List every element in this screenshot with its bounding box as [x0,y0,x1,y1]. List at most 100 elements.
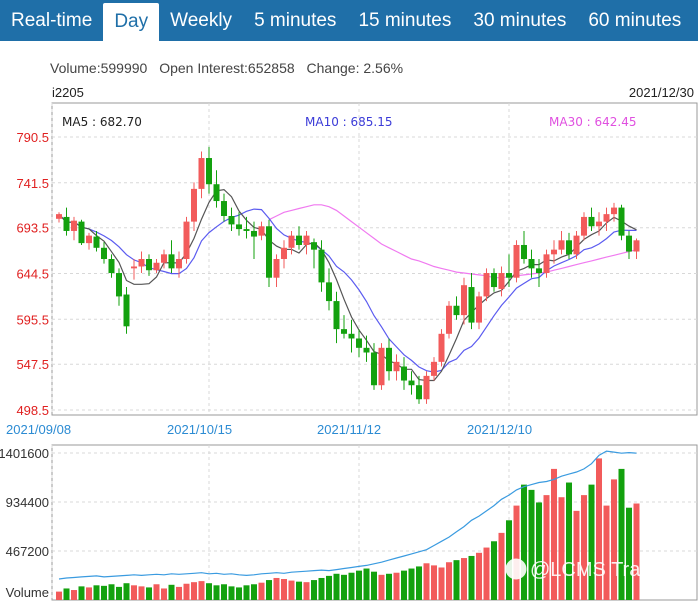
candle-body [378,347,385,386]
tab-60-minutes[interactable]: 60 minutes [588,9,682,31]
open-interest-line [58,450,637,580]
volume-bar [401,570,407,600]
volume-bar [581,495,587,600]
candle-body [348,333,355,339]
stats-bar: Volume:599990 Open Interest:652858 Chang… [50,60,411,76]
candle-body [528,259,535,269]
candle-body [566,240,572,255]
volume-bar [431,565,437,600]
candle-body [108,259,115,274]
candle-body [408,380,415,386]
volume-bar [78,586,85,600]
candle-body [551,249,557,255]
candle-body [633,240,640,252]
volume-bar [506,520,512,600]
candle-body [116,273,122,297]
volume-bar [573,510,580,600]
volume-bar [333,573,340,600]
candle-body [341,329,347,334]
volume-bar [378,574,385,600]
candle-body [491,273,497,288]
volume-bar [63,588,70,600]
volume-bar [311,580,317,600]
candle-body [393,361,400,372]
date-tick-label: 2021/09/08 [6,422,71,437]
candle-body [296,235,302,245]
candle-body [213,184,220,202]
candle-body [318,249,325,283]
candle-body [506,273,512,278]
volume-bar [176,586,182,600]
volume-bar [371,571,377,600]
candle-body [198,158,205,189]
candle-body [603,214,610,222]
candle-body [123,294,130,327]
volume-bar [138,586,145,600]
open-interest-stat: Open Interest:652858 [159,60,295,76]
volume-bar [386,573,392,600]
candle-body [266,226,272,278]
volume-bar [258,582,265,600]
tab-day[interactable]: Day [103,3,160,41]
tab-30-minutes[interactable]: 30 minutes [473,9,567,31]
tab-real-time[interactable]: Real-time [11,9,93,31]
candle-body [273,259,280,278]
candle-body [333,301,340,330]
watermark-text: @LCMS Traders [530,559,679,581]
period-tabs: Real-time Day Weekly 5 minutes 15 minute… [0,0,698,41]
candle-body [521,244,527,260]
volume-bar [108,584,115,600]
volume-bar [453,560,460,600]
candle-body [281,247,287,260]
ma10-label: MA10 : 685.15 [305,115,393,129]
candle-body [581,216,587,236]
candle-body [56,214,62,219]
volume-bar [161,588,167,600]
candle-body [243,229,250,231]
volume-tick-label: 1401600 [0,446,49,461]
candle-body [453,305,460,316]
price-tick-label: 498.5 [16,403,49,418]
date-tick-label: 2021/12/10 [467,422,532,437]
volume-tick-label: 934400 [6,495,49,510]
tab-15-minutes[interactable]: 15 minutes [358,9,452,31]
volume-bar [468,555,475,600]
volume-bar [596,458,602,600]
candle-body [386,347,392,372]
candle-body [468,287,475,323]
candle-body [326,282,332,302]
ma30-label: MA30 : 642.45 [549,115,637,129]
watermark: @LCMS Traders [505,558,679,581]
candle-body [461,285,467,316]
ma10-layer [58,208,637,373]
candle-body [131,266,137,269]
candle-body [536,268,542,274]
volume-bar [288,580,295,600]
tab-5-minutes[interactable]: 5 minutes [254,9,337,31]
volume-bar [438,567,445,600]
weibo-icon [505,558,527,580]
candle-body [618,207,625,236]
volume-bar [243,585,250,600]
last-date-label: 2021/12/30 [629,85,694,100]
volume-bar [348,572,355,600]
candle-layer [56,146,640,404]
candle-body [161,254,167,263]
candle-body [228,216,235,225]
ma10-line [58,208,637,373]
date-tick-label: 2021/10/15 [167,422,232,437]
volume-bar [363,568,370,600]
candle-body [483,273,490,297]
volume-bar [543,495,550,600]
candle-body [176,259,182,269]
tab-weekly[interactable]: Weekly [170,9,233,31]
candle-body [363,347,370,353]
candle-body [183,221,190,260]
candle-body [288,235,295,248]
volume-bar [446,562,452,600]
volume-bar [521,484,527,600]
volume-axis: 1401600 934400 467200 Volume [0,446,49,600]
volume-bar [633,503,640,600]
volume-bar [416,566,422,600]
volume-bar [101,585,107,600]
